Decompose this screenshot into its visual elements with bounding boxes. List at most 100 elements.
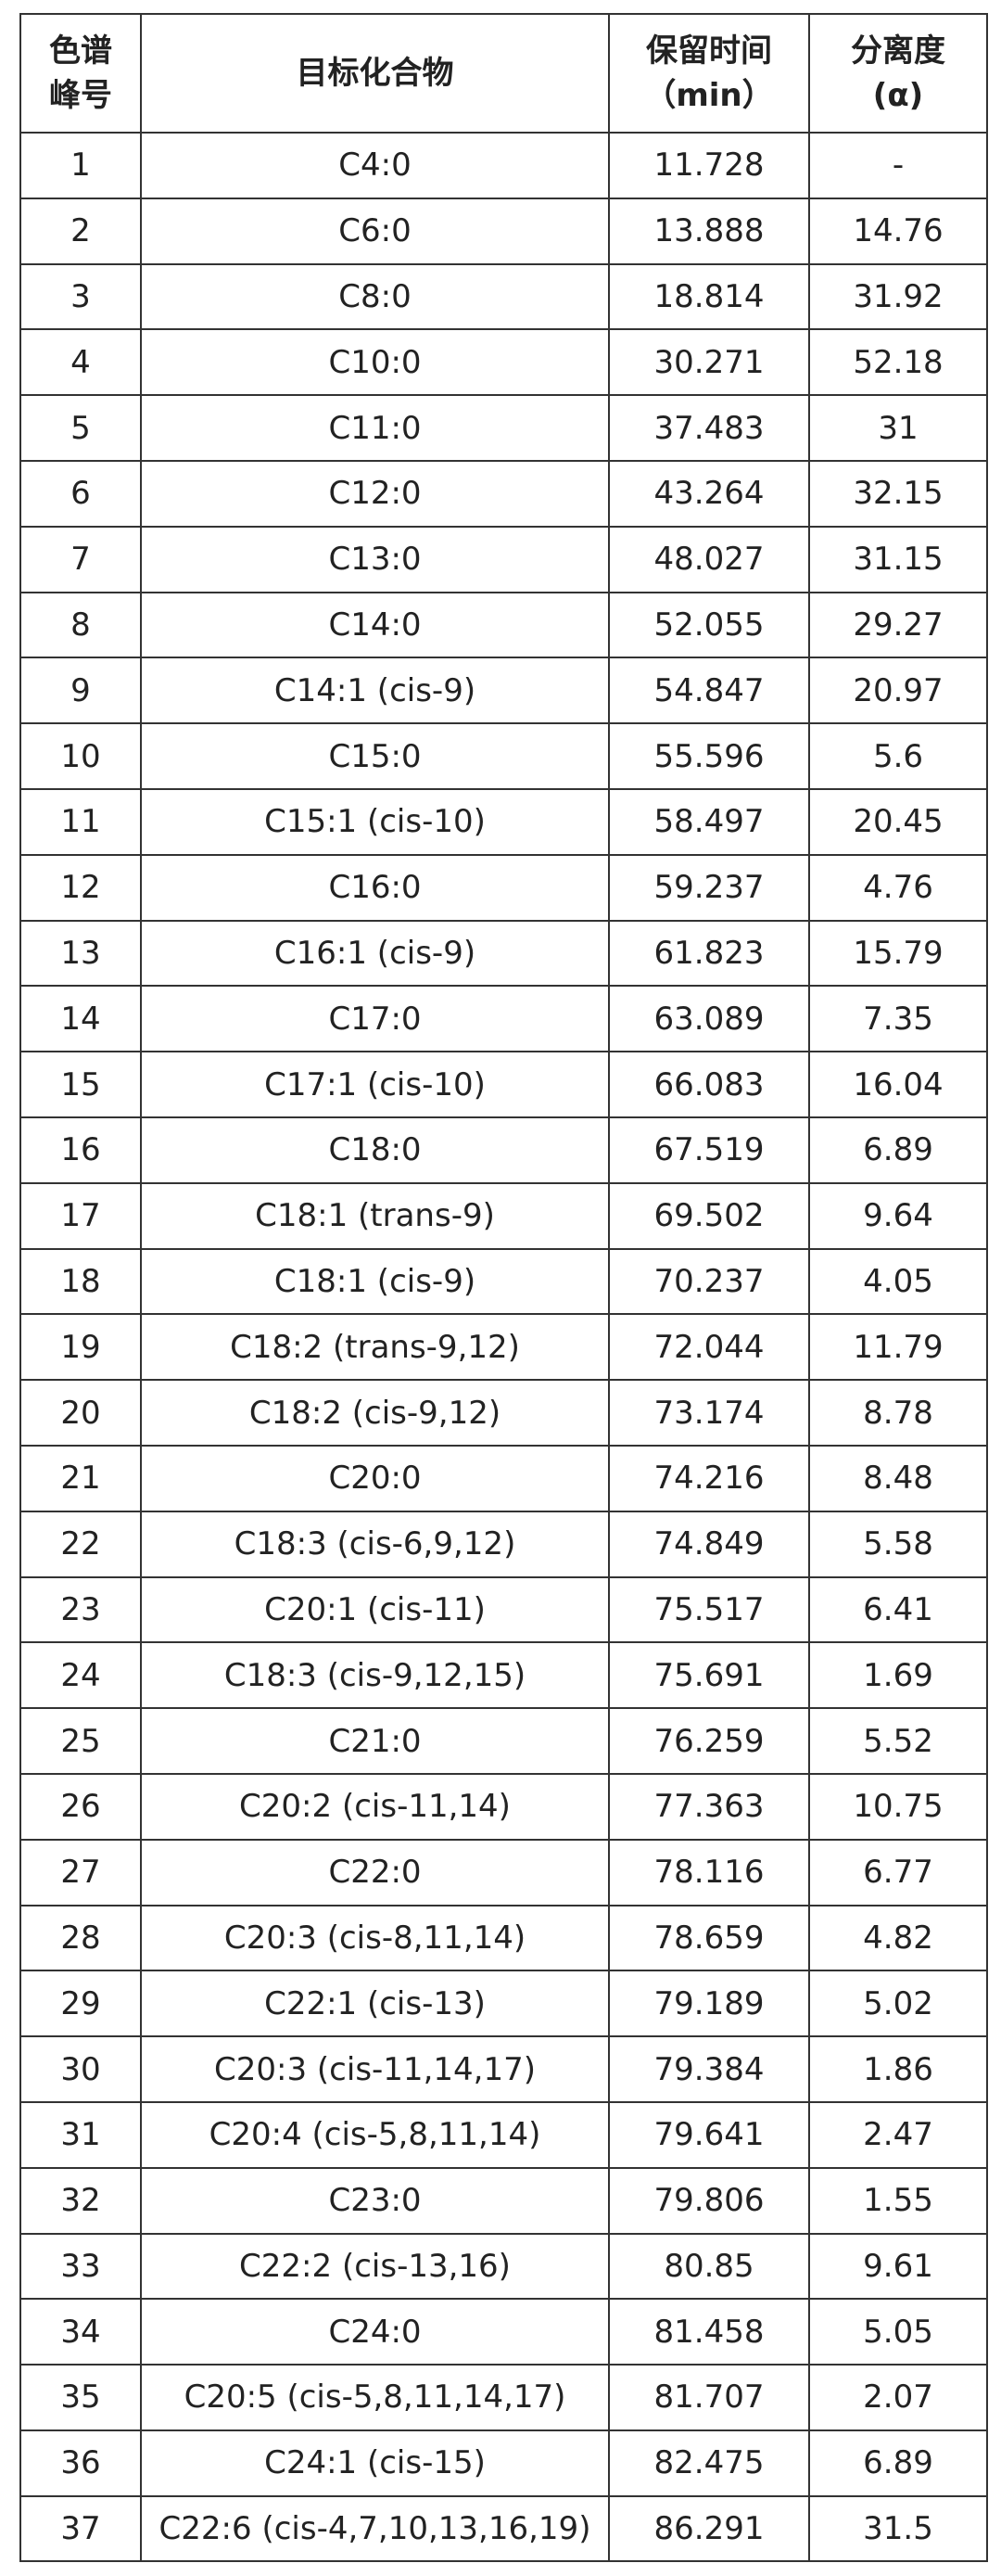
table-row: 22 C18:3 (cis-6,9,12) 74.849 5.58 [19, 1510, 988, 1578]
table-cell: 34 [19, 2298, 142, 2366]
table-cell: 23 [19, 1575, 142, 1644]
table-cell: C18:0 [140, 1116, 610, 1184]
table-cell: C18:2 (trans-9,12) [140, 1313, 610, 1382]
table-cell: 10.75 [808, 1772, 988, 1841]
table-cell: 77.363 [608, 1772, 810, 1841]
table-cell: C24:1 (cis-15) [140, 2429, 610, 2497]
table-cell: 14.76 [808, 197, 988, 265]
table-row: 37 C22:6 (cis-4,7,10,13,16,19) 86.291 31.5 [19, 2494, 988, 2563]
header-text: 保留时间 [646, 32, 772, 70]
table-cell: C8:0 [140, 262, 610, 331]
header-text: 峰号 [49, 77, 112, 114]
table-cell: 11 [19, 787, 142, 856]
table-cell: C12:0 [140, 459, 610, 528]
table-cell: 37.483 [608, 394, 810, 462]
header-cell: 分离度 (α) [808, 13, 988, 134]
table-cell: 52.055 [608, 591, 810, 659]
table-row: 1 C4:0 11.728- [19, 132, 988, 199]
table-cell: 26 [19, 1772, 142, 1841]
table-cell: C20:0 [140, 1444, 610, 1512]
table-cell: 29 [19, 1970, 142, 2038]
header-cell: 色谱 峰号 [19, 13, 142, 134]
table-row: 15 C17:1 (cis-10) 66.083 16.04 [19, 1051, 988, 1118]
table-cell: 16 [19, 1116, 142, 1184]
table-cell: 75.517 [608, 1575, 810, 1644]
header-text: (α) [872, 77, 924, 114]
table-cell: 61.823 [608, 919, 810, 988]
table-cell: 66.083 [608, 1051, 810, 1118]
table-cell: 5.52 [808, 1707, 988, 1775]
table-cell: C14:1 (cis-9) [140, 657, 610, 725]
table-cell: C20:5 (cis-5,8,11,14,17) [140, 2364, 610, 2431]
table-row: 29 C22:1 (cis-13) 79.189 5.02 [19, 1970, 988, 2038]
table-row: 17 C18:1 (trans-9) 69.502 9.64 [19, 1181, 988, 1250]
table-cell: 1 [19, 132, 142, 199]
table-cell: 3 [19, 262, 142, 331]
table-cell: 13 [19, 919, 142, 988]
table-cell: 81.707 [608, 2364, 810, 2431]
table-cell: 6.41 [808, 1575, 988, 1644]
table-cell: 52.18 [808, 328, 988, 397]
table-cell: C21:0 [140, 1707, 610, 1775]
table-cell: 79.806 [608, 2166, 810, 2235]
table-row: 19 C18:2 (trans-9,12) 72.044 11.79 [19, 1313, 988, 1382]
table-cell: 8.78 [808, 1379, 988, 1447]
table-body: 1 C4:0 11.728-2 C6:0 13.888 14.76 3 C8:0 18.814 3… [19, 132, 988, 2563]
table-cell: 58.497 [608, 787, 810, 856]
table-cell: C24:0 [140, 2298, 610, 2366]
table-cell: 18.814 [608, 262, 810, 331]
table-cell: 20 [19, 1379, 142, 1447]
table-row: 8 C14:0 52.055 29.27 [19, 591, 988, 659]
table-cell: 1.69 [808, 1641, 988, 1710]
table-cell: 63.089 [608, 985, 810, 1053]
table-cell: 36 [19, 2429, 142, 2497]
table-row: 32 C23:0 79.806 1.55 [19, 2166, 988, 2235]
header-text: 色谱 [49, 32, 112, 70]
table-row: 12 C16:0 59.237 4.76 [19, 853, 988, 922]
table-cell: 10 [19, 722, 142, 790]
table-cell: 35 [19, 2364, 142, 2431]
table-cell: C15:1 (cis-10) [140, 787, 610, 856]
table-cell: C18:3 (cis-6,9,12) [140, 1510, 610, 1578]
table-cell: 54.847 [608, 657, 810, 725]
table-cell: 28 [19, 1904, 142, 1972]
table-cell: 11.79 [808, 1313, 988, 1382]
table-cell: C22:0 [140, 1838, 610, 1906]
table-cell: 8.48 [808, 1444, 988, 1512]
header-text: （min） [644, 77, 774, 114]
table-row: 10 C15:0 55.596 5.6 [19, 722, 988, 790]
table-cell: 2.47 [808, 2100, 988, 2169]
table-cell: 32 [19, 2166, 142, 2235]
table-cell: 4.76 [808, 853, 988, 922]
table-cell: 27 [19, 1838, 142, 1906]
table-cell: 5.6 [808, 722, 988, 790]
table-row: 6 C12:0 43.264 32.15 [19, 459, 988, 528]
table-cell: 78.116 [608, 1838, 810, 1906]
table-cell: C11:0 [140, 394, 610, 462]
table-cell: C20:4 (cis-5,8,11,14) [140, 2100, 610, 2169]
table-cell: 22 [19, 1510, 142, 1578]
table-cell: C17:0 [140, 985, 610, 1053]
table-cell: 5.05 [808, 2298, 988, 2366]
table-cell: 81.458 [608, 2298, 810, 2366]
table-cell: C10:0 [140, 328, 610, 397]
table-cell: 12 [19, 853, 142, 922]
table-row: 36 C24:1 (cis-15) 82.475 6.89 [19, 2429, 988, 2497]
table-row: 26 C20:2 (cis-11,14) 77.363 10.75 [19, 1772, 988, 1841]
table-cell: 33 [19, 2232, 142, 2301]
table-cell: C6:0 [140, 197, 610, 265]
table-row: 25 C21:0 76.259 5.52 [19, 1707, 988, 1775]
table-row: 21 C20:0 74.216 8.48 [19, 1444, 988, 1512]
table-cell: 11.728 [608, 132, 810, 199]
table-row: 28 C20:3 (cis-8,11,14) 78.659 4.82 [19, 1904, 988, 1972]
table-cell: 31 [19, 2100, 142, 2169]
table-cell: C22:2 (cis-13,16) [140, 2232, 610, 2301]
table-cell: 30.271 [608, 328, 810, 397]
table-cell: 67.519 [608, 1116, 810, 1184]
table-cell: 74.849 [608, 1510, 810, 1578]
table-cell: 1.86 [808, 2035, 988, 2103]
table-cell: C16:1 (cis-9) [140, 919, 610, 988]
table-cell: 1.55 [808, 2166, 988, 2235]
table-cell: 4.05 [808, 1247, 988, 1316]
